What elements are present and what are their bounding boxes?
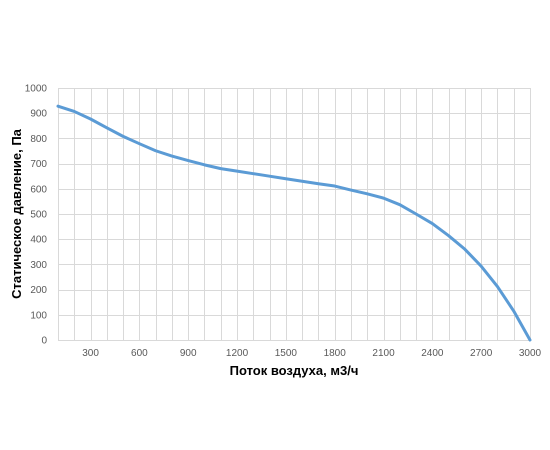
x-tick-label: 1500 — [275, 348, 298, 359]
y-tick-label: 200 — [30, 285, 47, 296]
x-tick-label: 1200 — [226, 348, 249, 359]
y-tick-label: 100 — [30, 310, 47, 321]
grid-layer — [58, 88, 530, 340]
x-tick-label: 900 — [180, 348, 197, 359]
series-layer — [56, 104, 532, 342]
y-axis-title: Статическое давление, Па — [9, 128, 24, 299]
y-tick-label: 900 — [30, 109, 47, 120]
x-tick-label: 600 — [131, 348, 148, 359]
y-tick-label: 400 — [30, 235, 47, 246]
x-tick-label: 2700 — [470, 348, 493, 359]
x-tick-label: 300 — [82, 348, 99, 359]
y-tick-label: 500 — [30, 210, 47, 221]
y-tick-label: 300 — [30, 260, 47, 271]
y-tick-label: 600 — [30, 184, 47, 195]
plot-area — [58, 88, 531, 341]
y-tick-label: 0 — [41, 336, 47, 347]
y-tick-label: 700 — [30, 159, 47, 170]
x-axis-title: Поток воздуха, м3/ч — [230, 363, 359, 378]
x-tick-label: 1800 — [324, 348, 347, 359]
tick-labels: 0 100 200 300 400 500 600 700 800 900 1000 300 600 90… — [25, 84, 542, 360]
x-tick-label: 3000 — [519, 348, 542, 359]
x-tick-label: 2400 — [421, 348, 444, 359]
series-line — [56, 104, 532, 342]
x-tick-label: 2100 — [372, 348, 395, 359]
y-tick-label: 800 — [30, 134, 47, 145]
y-tick-label: 1000 — [25, 84, 48, 95]
